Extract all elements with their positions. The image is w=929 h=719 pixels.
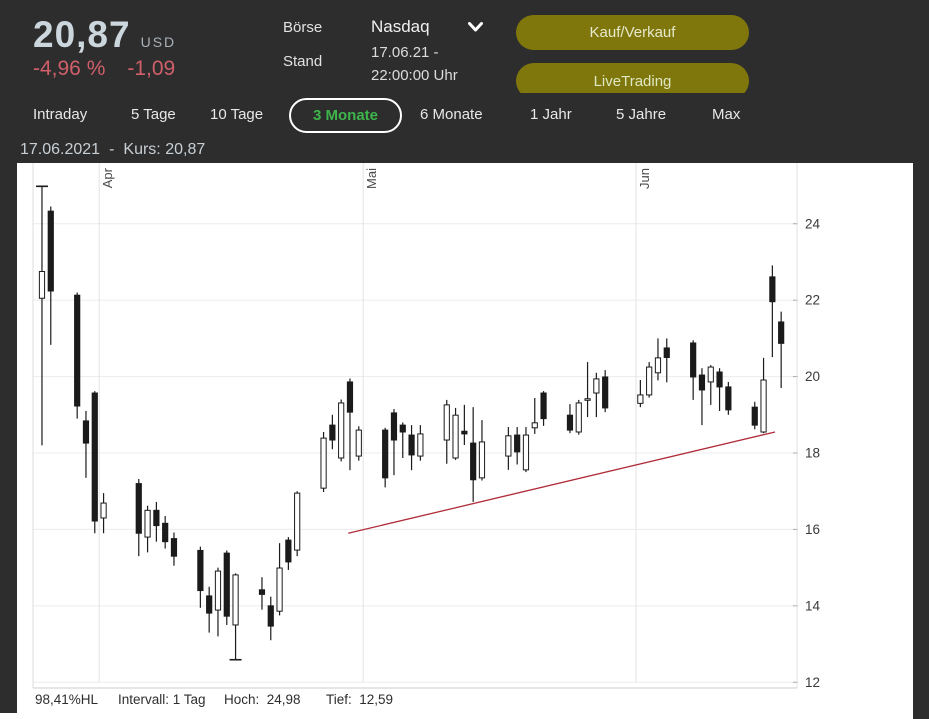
exchange-label: Börse [283, 19, 323, 36]
stand-date: 17.06.21 - [371, 44, 439, 61]
exchange-value: Nasdaq [371, 17, 430, 36]
range-tabs: Intraday 5 Tage 10 Tage 3 Monate 6 Monate 1 J… [0, 93, 929, 135]
current-price: 20,87 [33, 14, 131, 55]
stand-value: 17.06.21 - 22:00:00 Uhr [371, 41, 458, 87]
tab-5-jahre[interactable]: 5 Jahre [616, 106, 667, 123]
tab-intraday[interactable]: Intraday [33, 106, 88, 123]
tab-1-jahr[interactable]: 1 Jahr [530, 106, 572, 123]
chart-footer: 98,41%HL Intervall: 1 Tag Hoch: 24,98 Ti… [17, 692, 913, 712]
change-percent: -4,96 % [33, 57, 106, 80]
header: 20,87 USD -4,96 % -1,09 Börse Nasdaq Stan… [0, 0, 929, 163]
footer-high: Hoch: 24,98 [224, 692, 301, 707]
svg-text:16: 16 [805, 522, 820, 537]
chart-title-separator: - [109, 141, 115, 158]
candlestick-chart[interactable]: 12 14 16 18 20 22 24 Apr Mai Jun [17, 163, 913, 719]
currency-label: USD [140, 34, 177, 50]
chart-kurs: Kurs: 20,87 [123, 141, 206, 158]
chevron-down-icon [467, 22, 483, 32]
svg-text:18: 18 [805, 446, 820, 461]
change-absolute: -1,09 [127, 57, 176, 80]
svg-text:12: 12 [805, 675, 820, 690]
tab-6-monate[interactable]: 6 Monate [420, 106, 483, 123]
price-change: -4,96 % -1,09 [33, 57, 175, 81]
tab-3-monate[interactable]: 3 Monate [289, 98, 403, 133]
svg-text:Mai: Mai [364, 168, 379, 189]
buy-sell-button[interactable]: Kauf/Verkauf [516, 15, 749, 50]
chart-panel: 12 14 16 18 20 22 24 Apr Mai Jun 98,41%HL Interva… [17, 163, 913, 719]
svg-text:20: 20 [805, 369, 820, 384]
svg-text:Apr: Apr [100, 167, 115, 188]
stand-time: 22:00:00 Uhr [371, 67, 458, 84]
svg-text:14: 14 [805, 598, 821, 613]
svg-text:24: 24 [805, 216, 821, 231]
live-trading-button[interactable]: LiveTrading [516, 63, 749, 93]
footer-low: Tief: 12,59 [326, 692, 394, 707]
right-margin-strip [913, 163, 929, 719]
footer-hl-percent: 98,41%HL [35, 692, 99, 707]
tab-max[interactable]: Max [712, 106, 741, 123]
tab-5-tage[interactable]: 5 Tage [131, 106, 176, 123]
svg-text:Jun: Jun [637, 168, 652, 189]
price-block: 20,87 USD [33, 14, 176, 56]
svg-text:22: 22 [805, 293, 820, 308]
chart-title: 17.06.2021- Kurs: 20,87 [20, 141, 205, 159]
footer-interval: Intervall: 1 Tag [118, 692, 206, 707]
left-margin-strip [0, 163, 17, 713]
exchange-dropdown[interactable]: Nasdaq [355, 17, 505, 37]
tab-10-tage[interactable]: 10 Tage [210, 106, 264, 123]
stand-label: Stand [283, 53, 323, 70]
chart-date: 17.06.2021 [20, 141, 101, 158]
